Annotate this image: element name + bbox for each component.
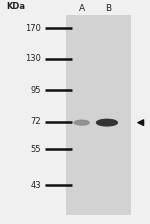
- Text: B: B: [105, 4, 111, 13]
- Ellipse shape: [97, 119, 117, 126]
- Text: 170: 170: [25, 24, 41, 33]
- Text: A: A: [79, 4, 85, 13]
- Text: 43: 43: [30, 181, 41, 190]
- Bar: [66, 15, 131, 215]
- Ellipse shape: [74, 120, 89, 125]
- Text: KDa: KDa: [6, 2, 25, 11]
- Text: 55: 55: [30, 145, 41, 154]
- Text: 72: 72: [30, 117, 41, 127]
- Text: 130: 130: [25, 54, 41, 63]
- Text: 95: 95: [30, 86, 41, 95]
